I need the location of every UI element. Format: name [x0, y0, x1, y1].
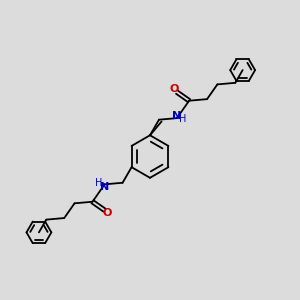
Text: H: H [179, 114, 187, 124]
Text: O: O [103, 208, 112, 218]
Text: N: N [172, 110, 182, 121]
Text: O: O [170, 84, 179, 94]
Text: H: H [95, 178, 103, 188]
Text: N: N [100, 182, 109, 192]
